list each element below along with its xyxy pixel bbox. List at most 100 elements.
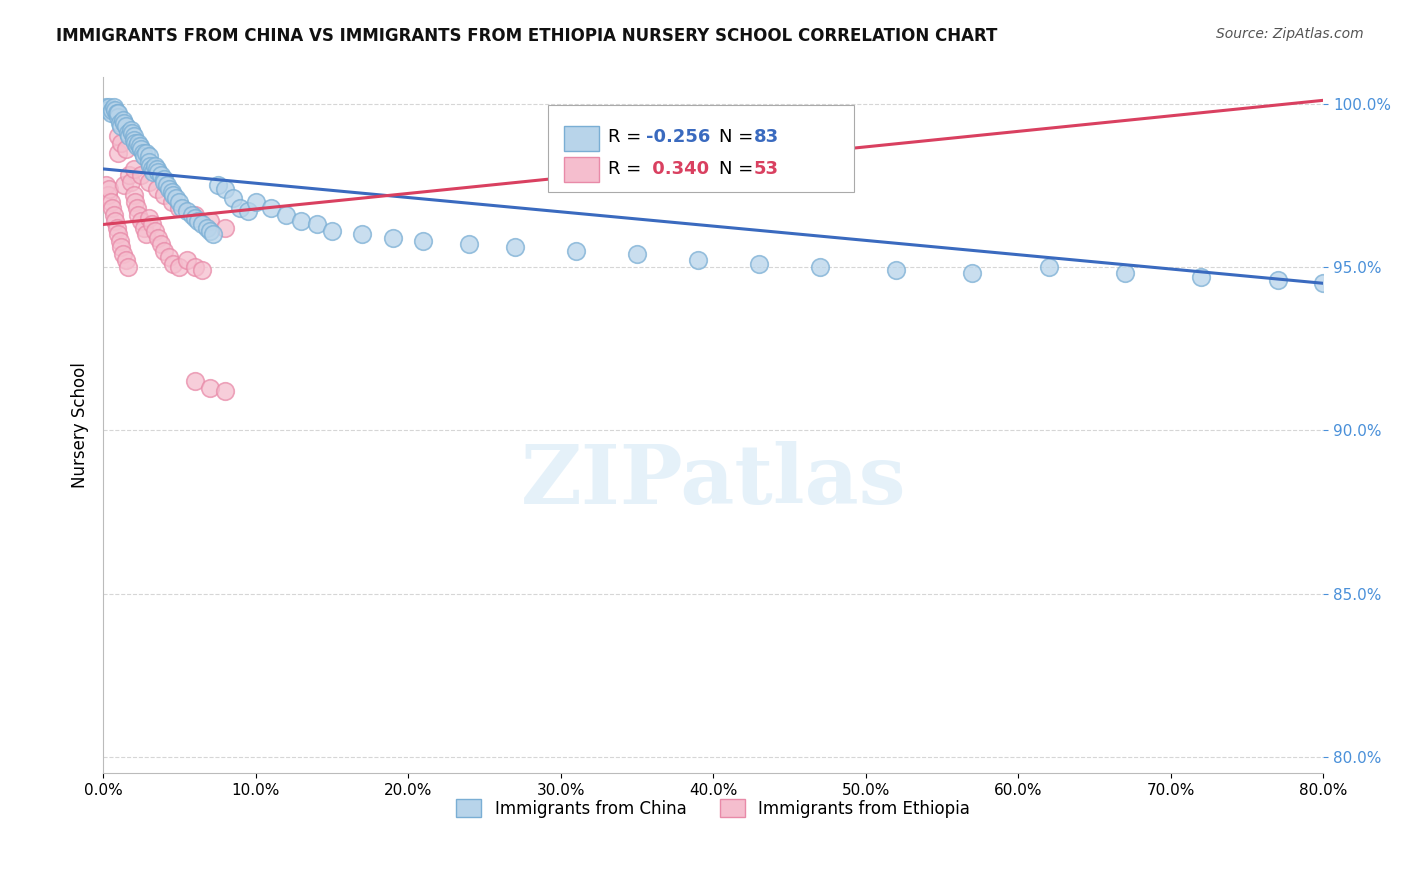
- Point: [1312, 277, 1334, 291]
- Point: [98, 181, 121, 195]
- Point: [458, 237, 481, 252]
- Point: [101, 201, 124, 215]
- Point: [169, 260, 191, 274]
- Text: 0.340: 0.340: [647, 161, 709, 178]
- Point: [214, 384, 236, 398]
- Point: [321, 224, 343, 238]
- Point: [108, 234, 131, 248]
- Point: [110, 136, 132, 150]
- Point: [138, 155, 160, 169]
- Point: [141, 161, 163, 176]
- Point: [142, 165, 165, 179]
- Point: [134, 149, 156, 163]
- Point: [132, 145, 155, 160]
- Point: [107, 106, 129, 120]
- Point: [176, 204, 198, 219]
- Point: [145, 161, 167, 176]
- Point: [160, 194, 183, 209]
- Point: [114, 116, 136, 130]
- Point: [135, 145, 157, 160]
- Point: [120, 175, 142, 189]
- Point: [101, 103, 124, 117]
- Point: [229, 201, 252, 215]
- Point: [276, 208, 298, 222]
- Point: [183, 260, 205, 274]
- Point: [97, 188, 120, 202]
- Point: [124, 136, 146, 150]
- Point: [121, 126, 143, 140]
- Point: [96, 178, 118, 193]
- Point: [153, 171, 176, 186]
- Point: [305, 218, 328, 232]
- Point: [165, 191, 187, 205]
- Point: [183, 374, 205, 388]
- Point: [141, 218, 163, 232]
- Point: [103, 208, 125, 222]
- Point: [157, 181, 180, 195]
- Point: [962, 267, 984, 281]
- Point: [98, 100, 121, 114]
- Point: [143, 159, 166, 173]
- Point: [198, 381, 221, 395]
- Text: R =: R =: [609, 128, 647, 146]
- Point: [245, 194, 267, 209]
- Point: [125, 201, 148, 215]
- Text: R =: R =: [609, 161, 647, 178]
- Point: [115, 120, 138, 134]
- FancyBboxPatch shape: [548, 105, 853, 193]
- Point: [117, 126, 139, 140]
- Point: [107, 110, 129, 124]
- Text: ZIPatlas: ZIPatlas: [520, 442, 905, 521]
- Point: [1267, 273, 1289, 287]
- Point: [153, 175, 176, 189]
- Point: [118, 169, 141, 183]
- Point: [129, 169, 152, 183]
- Text: 53: 53: [754, 161, 779, 178]
- Point: [1114, 267, 1136, 281]
- Point: [129, 142, 152, 156]
- Point: [236, 204, 259, 219]
- Point: [146, 165, 169, 179]
- Point: [1038, 260, 1060, 274]
- Point: [124, 194, 146, 209]
- Point: [122, 132, 145, 146]
- Point: [97, 103, 120, 117]
- Point: [139, 159, 162, 173]
- Point: [103, 100, 125, 114]
- Point: [260, 201, 283, 215]
- Point: [201, 227, 224, 242]
- Point: [120, 122, 142, 136]
- Point: [150, 237, 173, 252]
- Point: [105, 220, 128, 235]
- Point: [114, 178, 136, 193]
- Y-axis label: Nursery School: Nursery School: [72, 362, 89, 489]
- Point: [122, 129, 145, 144]
- Point: [127, 136, 149, 150]
- Point: [183, 208, 205, 222]
- Point: [135, 227, 157, 242]
- Point: [127, 208, 149, 222]
- Point: [808, 260, 831, 274]
- Text: 83: 83: [754, 128, 779, 146]
- Point: [122, 188, 145, 202]
- Text: Source: ZipAtlas.com: Source: ZipAtlas.com: [1216, 27, 1364, 41]
- Point: [138, 149, 160, 163]
- Point: [191, 263, 214, 277]
- Legend: Immigrants from China, Immigrants from Ethiopia: Immigrants from China, Immigrants from E…: [450, 793, 977, 824]
- Point: [503, 240, 526, 254]
- Point: [187, 214, 209, 228]
- Point: [157, 250, 180, 264]
- Point: [105, 106, 128, 120]
- Point: [686, 253, 709, 268]
- Point: [1189, 269, 1212, 284]
- Point: [150, 169, 173, 183]
- Point: [146, 230, 169, 244]
- Point: [138, 175, 160, 189]
- FancyBboxPatch shape: [564, 126, 599, 151]
- Point: [111, 247, 134, 261]
- Point: [145, 181, 167, 195]
- Point: [748, 257, 770, 271]
- FancyBboxPatch shape: [564, 158, 599, 182]
- Point: [96, 100, 118, 114]
- Point: [195, 220, 218, 235]
